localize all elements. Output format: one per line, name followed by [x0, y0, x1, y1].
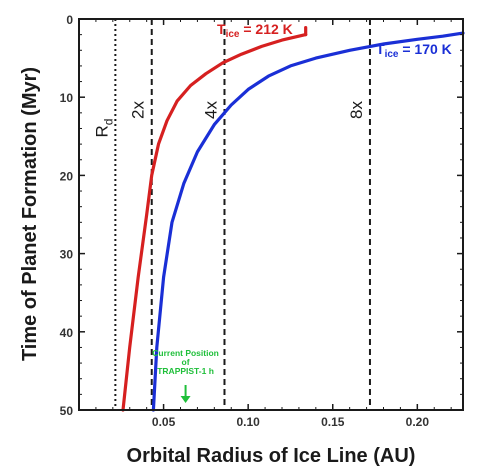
vline-label-2: 4x: [201, 101, 220, 119]
y-tick-label: 40: [60, 326, 74, 340]
series-label-1: Tice = 170 K: [376, 41, 452, 60]
vline-label-main: 8x: [347, 101, 366, 119]
plot-frame: [78, 18, 464, 411]
vline-labels: Rd 2x 4x 8x: [92, 101, 366, 138]
series-label-main: T: [217, 21, 226, 37]
vline-label-3: 8x: [347, 101, 366, 119]
series-line-0: [121, 32, 308, 412]
vline-label-sub: d: [101, 119, 115, 126]
annotation-line-0: Current Position: [152, 348, 219, 358]
x-tick-label: 0.15: [321, 415, 345, 429]
series-label-sub: ice: [226, 29, 240, 40]
y-tick-label: 20: [60, 169, 74, 183]
x-tick-label: 0.05: [152, 415, 176, 429]
x-tick-label: 0.20: [406, 415, 430, 429]
annotation-line-2: TRAPPIST-1 h: [157, 366, 214, 376]
y-tick-label: 10: [60, 91, 74, 105]
x-axis: 0.05 0.10 0.15 0.20: [95, 19, 452, 429]
vline-label-main: 2x: [129, 101, 148, 119]
series-label-rest: = 212 K: [239, 21, 292, 37]
vertical-reference-lines: [114, 19, 371, 410]
annotation-arrow-head: [180, 396, 191, 403]
y-tick-label: 30: [60, 248, 74, 262]
vline-label-main: 4x: [201, 101, 220, 119]
vline-label-0: Rd: [92, 119, 115, 138]
y-axis-title: Time of Planet Formation (Myr): [19, 67, 41, 361]
series-label-rest: = 170 K: [398, 41, 451, 57]
data-series: [121, 26, 465, 412]
series-label-sub: ice: [385, 49, 399, 60]
y-tick-label: 0: [66, 13, 73, 27]
x-tick-label: 0.10: [236, 415, 260, 429]
y-axis: 0 10 20 30 40 50: [60, 13, 463, 418]
series-label-main: T: [376, 41, 385, 57]
vline-label-main: R: [92, 125, 111, 137]
vline-label-1: 2x: [129, 101, 148, 119]
x-axis-title: Orbital Radius of Ice Line (AU): [127, 445, 416, 467]
series-line-1: [151, 31, 465, 412]
annotation-line-1: of: [182, 357, 190, 367]
series-label-0: Tice = 212 K: [217, 21, 293, 40]
y-tick-label: 50: [60, 404, 74, 418]
